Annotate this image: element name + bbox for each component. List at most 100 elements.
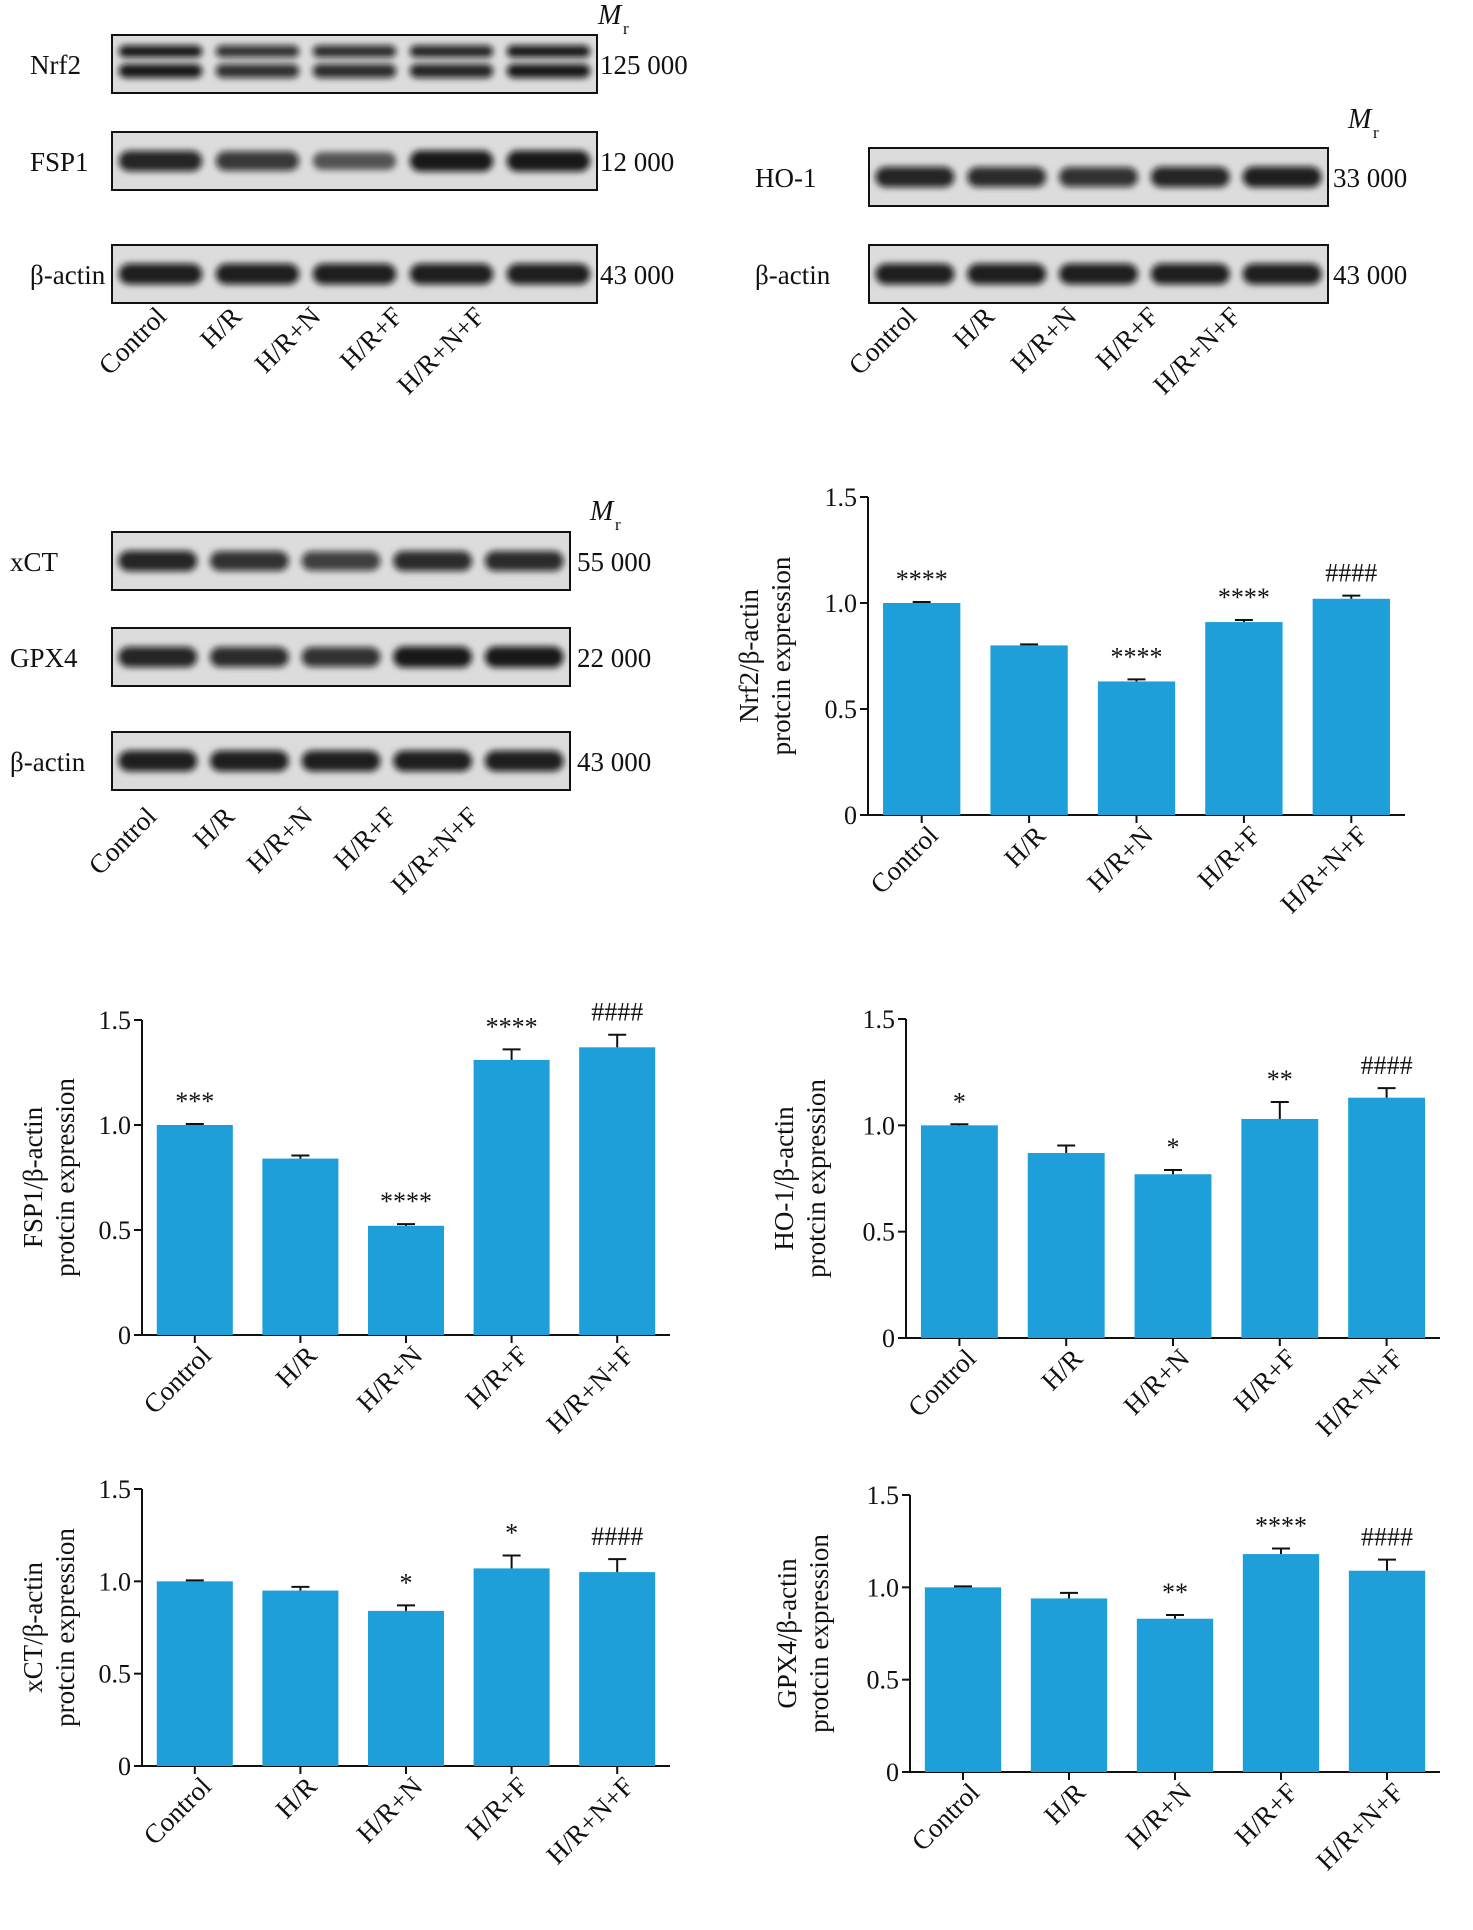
blot-band <box>215 263 300 285</box>
mr-header: M <box>1347 104 1373 135</box>
bar <box>1241 1118 1319 1338</box>
lane-label: H/R+F <box>1090 301 1164 375</box>
blot-band <box>967 263 1047 285</box>
molecular-weight-label: 22 000 <box>577 643 651 673</box>
molecular-weight-label: 33 000 <box>1333 163 1407 193</box>
blot-band <box>312 152 397 170</box>
mr-header: M <box>597 0 623 31</box>
lane-label: H/R+N+F <box>391 301 490 400</box>
y-tick-label: 1.0 <box>99 1567 132 1596</box>
blot-protein-label: β-actin <box>30 260 106 290</box>
y-tick-label: 1.5 <box>867 1481 900 1510</box>
y-axis-label: FSP1/β-actin <box>18 1106 48 1248</box>
x-category-label: H/R+N <box>1081 820 1159 898</box>
mr-header: M <box>589 496 615 527</box>
y-tick-label: 1.5 <box>825 483 858 512</box>
bar-chart: 0 0.5 1.0 1.5 **** Control H/R **** H/R+N **** H/R… <box>734 483 1405 919</box>
significance-annotation: **** <box>896 565 948 594</box>
blot-band <box>506 63 591 78</box>
lane-label: H/R+N <box>249 301 327 379</box>
blot-band <box>1059 167 1138 187</box>
blot-band <box>312 263 397 285</box>
y-tick-label: 1.0 <box>99 1111 132 1140</box>
bar <box>1134 1174 1212 1338</box>
bar-chart: 0 0.5 1.0 1.5 Control H/R ** H/R+N **** H/R+F ####… <box>772 1481 1440 1876</box>
y-tick-label: 0.5 <box>99 1660 132 1689</box>
blot-band <box>210 551 289 571</box>
blot-protein-label: β-actin <box>755 260 831 290</box>
mr-subscript: r <box>623 19 629 38</box>
significance-annotation: **** <box>1111 642 1163 671</box>
lane-label: H/R <box>947 301 1000 354</box>
blot-protein-label: xCT <box>10 547 59 577</box>
y-axis-label: protcin expression <box>804 1534 834 1733</box>
blot-band <box>210 646 289 668</box>
blot-band <box>393 646 472 668</box>
blot-band <box>118 750 198 772</box>
y-tick-label: 1.5 <box>99 1006 132 1035</box>
blot-band <box>1150 263 1230 285</box>
y-tick-label: 0 <box>882 1324 895 1353</box>
significance-annotation: *** <box>175 1087 214 1116</box>
y-axis-label: protcin expression <box>766 556 796 755</box>
lane-label: H/R <box>194 301 247 354</box>
bar-chart: 0 0.5 1.0 1.5 Control H/R * H/R+N * H/R+F #### H/R+… <box>18 1475 670 1870</box>
molecular-weight-label: 43 000 <box>577 747 651 777</box>
blot-band <box>1242 166 1322 188</box>
y-tick-label: 0 <box>886 1758 899 1787</box>
blot-band <box>301 750 381 772</box>
bar <box>1348 1097 1426 1338</box>
blot-band <box>301 647 381 667</box>
significance-annotation: **** <box>486 1012 538 1041</box>
bar <box>473 1059 550 1335</box>
significance-annotation: ** <box>1162 1578 1188 1607</box>
x-category-label: H/R+N <box>351 1771 429 1849</box>
x-category-label: H/R+F <box>1229 1777 1303 1851</box>
bar <box>156 1125 233 1335</box>
lane-label: H/R+N <box>1005 301 1083 379</box>
x-category-label: Control <box>906 1777 986 1857</box>
lane-label: H/R+N <box>241 801 319 879</box>
x-category-label: H/R+N+F <box>1310 1777 1409 1876</box>
x-category-label: H/R <box>998 820 1051 873</box>
bar <box>1027 1152 1105 1338</box>
blot-band <box>967 166 1047 188</box>
x-category-label: H/R+F <box>459 1771 533 1845</box>
significance-annotation: #### <box>591 1522 643 1551</box>
blot-band <box>393 750 472 772</box>
lane-label: Control <box>83 801 163 881</box>
bar-chart: 0 0.5 1.0 1.5 *** Control H/R **** H/R+N **** H/R+… <box>18 998 670 1439</box>
y-axis-label: protcin expression <box>50 1078 80 1277</box>
x-category-label: Control <box>902 1343 982 1423</box>
blot-band <box>506 45 591 58</box>
y-axis-label: xCT/β-actin <box>18 1562 48 1693</box>
bar <box>579 1572 656 1766</box>
bar <box>473 1568 550 1766</box>
y-tick-label: 0 <box>118 1752 131 1781</box>
significance-annotation: **** <box>1218 583 1270 612</box>
bar <box>1348 1570 1426 1772</box>
y-tick-label: 1.0 <box>863 1111 896 1140</box>
blot-band <box>215 45 300 58</box>
significance-annotation: * <box>1167 1133 1180 1162</box>
x-category-label: Control <box>864 820 944 900</box>
significance-annotation: * <box>505 1518 518 1547</box>
x-category-label: H/R+N <box>351 1340 429 1418</box>
bar <box>920 1125 998 1338</box>
y-axis-label: GPX4/β-actin <box>772 1558 802 1709</box>
bar <box>262 1158 339 1335</box>
x-category-label: Control <box>137 1771 217 1851</box>
y-tick-label: 0 <box>118 1321 131 1350</box>
molecular-weight-label: 43 000 <box>600 260 674 290</box>
bar <box>1097 681 1176 815</box>
y-tick-label: 0.5 <box>825 695 858 724</box>
blot-protein-label: FSP1 <box>30 147 89 177</box>
bar <box>579 1047 656 1335</box>
blot-band <box>118 150 203 172</box>
bar <box>924 1587 1002 1772</box>
blot-band <box>1059 263 1138 285</box>
blot-band <box>118 263 203 285</box>
y-tick-label: 0.5 <box>867 1666 900 1695</box>
